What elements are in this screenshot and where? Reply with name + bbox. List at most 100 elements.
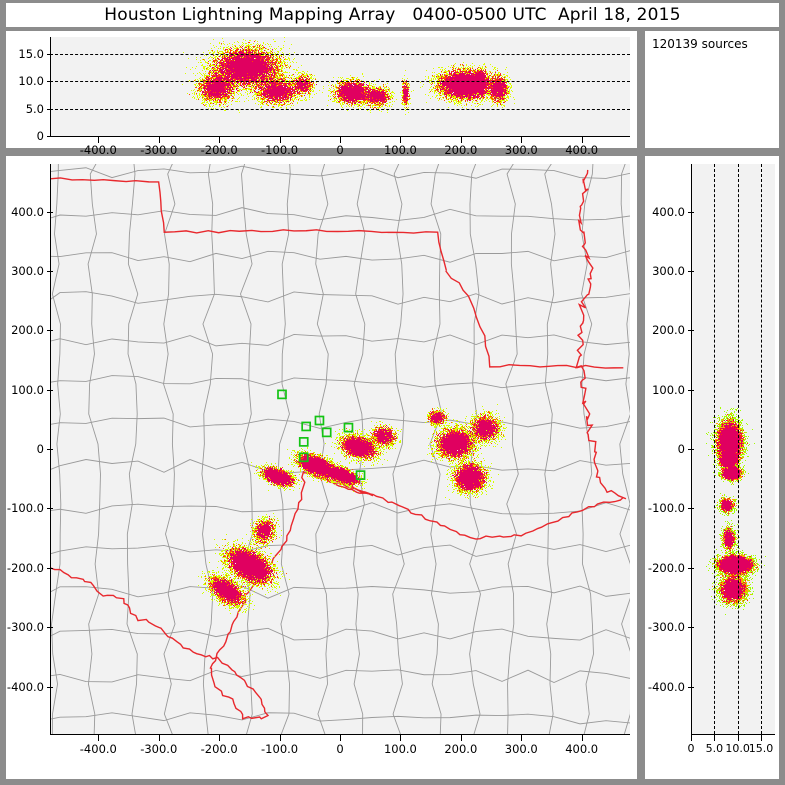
x-tick-label: 200.0	[444, 143, 478, 157]
y-tick-label: -300.0	[647, 620, 685, 635]
x-tick-label: -100.0	[261, 143, 299, 157]
x-tick-label: 0	[687, 742, 695, 755]
altitude-vs-east-x-axis	[50, 136, 630, 137]
lma-station-marker[interactable]	[298, 452, 309, 463]
x-tick	[219, 137, 221, 143]
x-tick	[98, 137, 100, 143]
y-tick	[688, 627, 694, 629]
north-vs-altitude-panel[interactable]: 0 5.0 10.0 15.0 -400.0 -300.0 -200.0 -100.0 0 100…	[645, 156, 779, 779]
y-tick-label: 300.0	[652, 263, 685, 278]
x-tick-label: -300.0	[140, 742, 178, 756]
x-tick	[158, 735, 160, 741]
x-tick-label: 0	[336, 742, 344, 756]
altitude-vs-east-y-axis	[50, 37, 51, 136]
x-tick-label: -100.0	[261, 742, 299, 756]
north-vs-altitude-plot-area[interactable]	[691, 164, 775, 734]
x-tick	[158, 137, 160, 143]
y-tick-label: 200.0	[11, 323, 44, 338]
lma-station-marker[interactable]	[355, 470, 366, 480]
y-tick-label: 15.0	[18, 46, 44, 61]
y-tick	[47, 81, 53, 82]
plan-view-sources	[50, 164, 630, 734]
lma-station-marker[interactable]	[277, 389, 287, 400]
x-tick-label: 5.0	[705, 742, 724, 755]
y-tick-label: -200.0	[6, 560, 44, 575]
x-tick-label: 0	[336, 143, 344, 157]
plan-view-x-axis	[50, 734, 630, 735]
y-tick-label: 400.0	[11, 204, 44, 219]
lma-station-marker[interactable]	[343, 422, 354, 433]
y-tick	[47, 270, 53, 272]
north-vs-altitude-x-axis	[691, 734, 775, 735]
y-tick	[688, 330, 694, 332]
y-tick	[688, 270, 694, 272]
plan-view-map-panel[interactable]: -400.0 -300.0 -200.0 -100.0 0 100.0 200.0 300.0…	[6, 156, 637, 779]
y-tick	[688, 686, 694, 688]
gridline-horizontal	[50, 108, 630, 110]
page-title: Houston Lightning Mapping Array 0400-050…	[104, 5, 681, 25]
y-tick-label: 0	[36, 129, 44, 143]
lma-station-marker[interactable]	[321, 427, 332, 438]
y-tick	[47, 53, 53, 55]
x-tick-label: 200.0	[444, 742, 478, 756]
y-tick	[47, 567, 53, 569]
x-tick	[279, 735, 281, 741]
x-tick	[279, 137, 281, 143]
x-tick-label: 400.0	[565, 143, 599, 157]
lma-station-marker[interactable]	[314, 415, 325, 426]
y-tick	[47, 330, 53, 332]
x-tick-label: -200.0	[200, 143, 238, 157]
north-vs-altitude-sources	[691, 164, 775, 734]
title-bar: Houston Lightning Mapping Array 0400-050…	[6, 3, 779, 27]
x-tick	[761, 735, 762, 741]
plan-view-map-plot-area[interactable]	[50, 164, 630, 734]
y-tick-label: -400.0	[6, 679, 44, 694]
y-tick	[47, 108, 53, 110]
x-tick	[460, 735, 462, 741]
x-tick	[521, 735, 523, 741]
y-tick-label: 200.0	[652, 323, 685, 338]
x-tick-label: 300.0	[504, 742, 538, 756]
altitude-vs-east-panel[interactable]: -400.0 -300.0 -200.0 -100.0 0 100.0 200.0 300.0…	[6, 31, 637, 157]
gridline-horizontal	[50, 81, 630, 82]
y-tick	[47, 449, 53, 450]
x-tick	[460, 137, 462, 143]
altitude-vs-east-sources	[50, 37, 630, 136]
altitude-vs-east-plot-area[interactable]	[50, 37, 630, 136]
y-tick-label: -200.0	[647, 560, 685, 575]
x-tick-label: 15.0	[748, 742, 774, 755]
lma-station-marker[interactable]	[301, 421, 312, 432]
source-count-panel: 120139 sources	[645, 31, 779, 148]
y-tick-label: 0	[36, 442, 44, 456]
y-tick-label: 0	[677, 442, 685, 456]
source-count-label: 120139 sources	[652, 37, 748, 51]
x-tick-label: 400.0	[565, 742, 599, 756]
y-tick-label: -100.0	[6, 501, 44, 516]
x-tick	[737, 735, 739, 741]
x-tick	[219, 735, 221, 741]
lma-station-marker[interactable]	[298, 437, 309, 447]
x-tick-label: -300.0	[140, 143, 178, 157]
y-tick-label: -100.0	[647, 501, 685, 516]
y-tick-label: 400.0	[652, 204, 685, 219]
gridline-vertical	[761, 164, 762, 734]
y-tick	[688, 508, 694, 510]
x-tick	[340, 735, 341, 741]
x-tick	[340, 137, 341, 143]
x-tick-label: 300.0	[504, 143, 538, 157]
x-tick	[581, 137, 583, 143]
y-tick	[47, 508, 53, 510]
y-tick-label: 10.0	[18, 74, 44, 88]
y-tick	[47, 389, 53, 391]
y-tick-label: -400.0	[647, 679, 685, 694]
x-tick	[714, 735, 716, 741]
y-tick	[47, 211, 53, 213]
y-tick	[47, 136, 53, 137]
y-tick	[688, 449, 694, 450]
gridline-vertical	[737, 164, 739, 734]
lma-station-markers[interactable]	[50, 164, 630, 734]
y-tick	[688, 567, 694, 569]
y-tick-label: 100.0	[11, 382, 44, 397]
x-tick-label: 10.0	[725, 742, 750, 755]
